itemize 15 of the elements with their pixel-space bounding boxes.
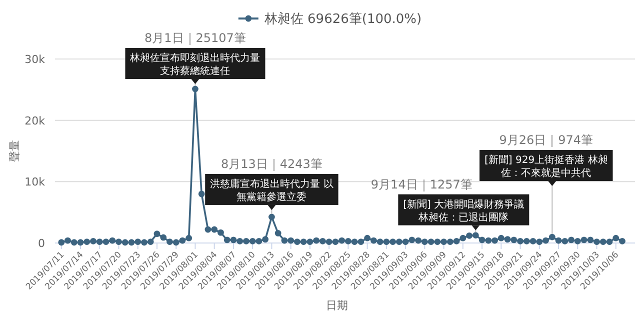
- legend: 林昶佐 69626筆(100.0%): [238, 12, 422, 27]
- annotation: [新聞] 大港開唱爆財務爭議林昶佐：已退出團隊: [403, 198, 524, 224]
- y-tick-label: 10k: [24, 176, 46, 189]
- annotation: 8月13日｜4243筆: [220, 156, 322, 171]
- x-axis-title: 日期: [326, 299, 348, 312]
- y-tick-label: 30k: [24, 53, 46, 66]
- legend-label: 林昶佐 69626筆(100.0%): [263, 11, 422, 27]
- y-axis-title: 聲量: [8, 140, 21, 162]
- annotation: 洪慈庸宣布退出時代力量 以無黨籍參選立委: [210, 178, 334, 203]
- annotation: [新聞] 929上街挺香港 林昶佐：不來就是中共代: [484, 154, 608, 180]
- y-tick-label: 20k: [24, 114, 46, 128]
- annotation: 9月26日｜974筆: [499, 133, 594, 148]
- annotation: 林昶佐宣布即刻退出時代力量支持蔡總統連任: [129, 52, 260, 78]
- y-tick-label: 0: [38, 237, 45, 250]
- annotation: 9月14日｜1257筆: [370, 177, 472, 192]
